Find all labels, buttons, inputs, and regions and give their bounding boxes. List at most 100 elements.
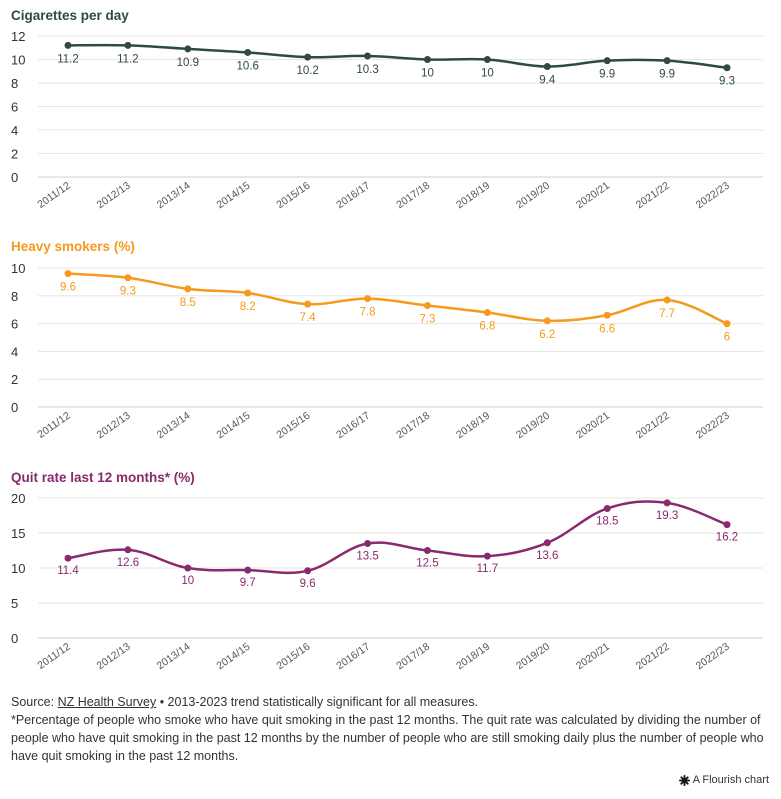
data-label: 9.6 bbox=[60, 282, 76, 294]
data-point bbox=[423, 547, 431, 554]
x-tick-label: 2013/14 bbox=[155, 410, 193, 442]
data-label: 11.4 bbox=[57, 565, 79, 577]
data-label: 9.6 bbox=[300, 578, 316, 590]
data-label: 13.6 bbox=[536, 550, 558, 562]
data-label: 12.5 bbox=[416, 558, 438, 570]
data-label: 11.7 bbox=[477, 563, 499, 575]
data-point bbox=[483, 308, 491, 316]
y-tick-label: 6 bbox=[11, 317, 18, 332]
x-tick-label: 2019/20 bbox=[514, 410, 552, 442]
flourish-label: A Flourish chart bbox=[692, 774, 769, 786]
data-point bbox=[364, 540, 372, 547]
flourish-credit[interactable]: A Flourish chart bbox=[678, 774, 769, 786]
chart-panel: Heavy smokers (%) 0 2 4 6 8 10 2011/12 2012/13 20… bbox=[11, 239, 763, 441]
y-tick-label: 2 bbox=[11, 372, 18, 387]
series-line bbox=[67, 500, 728, 575]
data-label: 11.2 bbox=[57, 53, 79, 65]
x-tick-label: 2022/23 bbox=[694, 410, 732, 442]
data-point bbox=[663, 499, 671, 507]
y-tick-label: 8 bbox=[11, 289, 18, 304]
x-tick-label: 2018/19 bbox=[454, 410, 492, 442]
x-tick-label: 2011/12 bbox=[35, 180, 72, 211]
data-point bbox=[603, 311, 611, 319]
chart-panel: Quit rate last 12 months* (%) 0 5 10 15 20 201… bbox=[11, 470, 763, 672]
data-label: 10 bbox=[181, 575, 194, 587]
data-point bbox=[64, 41, 72, 49]
data-point bbox=[124, 274, 132, 282]
y-tick-label: 2 bbox=[11, 147, 18, 162]
x-tick-label: 2012/13 bbox=[95, 410, 133, 442]
x-tick-label: 2020/21 bbox=[574, 641, 612, 673]
x-tick-label: 2018/19 bbox=[454, 180, 492, 212]
data-label: 7.4 bbox=[300, 312, 317, 324]
data-label: 9.4 bbox=[539, 75, 556, 87]
data-label: 16.2 bbox=[716, 532, 738, 544]
data-point bbox=[364, 52, 372, 60]
y-tick-label: 5 bbox=[11, 596, 18, 611]
data-point bbox=[304, 567, 312, 575]
x-tick-label: 2022/23 bbox=[694, 641, 732, 673]
y-tick-label: 10 bbox=[11, 261, 25, 276]
x-tick-label: 2011/12 bbox=[35, 410, 72, 441]
y-tick-label: 15 bbox=[11, 526, 25, 541]
data-label: 11.2 bbox=[117, 53, 139, 65]
data-point bbox=[543, 317, 551, 325]
x-tick-label: 2022/23 bbox=[694, 180, 732, 212]
data-label: 12.6 bbox=[117, 557, 139, 569]
data-point bbox=[603, 505, 611, 512]
x-tick-label: 2019/20 bbox=[514, 180, 552, 212]
y-tick-label: 12 bbox=[11, 29, 25, 44]
chart-panel: Cigarettes per day 0 2 4 6 8 10 12 2011/12 2012/1… bbox=[11, 8, 763, 211]
data-point bbox=[483, 56, 491, 63]
x-tick-label: 2021/22 bbox=[634, 410, 672, 442]
x-tick-label: 2012/13 bbox=[95, 641, 133, 673]
x-tick-label: 2021/22 bbox=[634, 641, 672, 673]
x-tick-label: 2017/18 bbox=[394, 641, 432, 673]
source-label: Source: bbox=[11, 695, 58, 709]
y-tick-label: 10 bbox=[11, 53, 25, 68]
data-label: 10.6 bbox=[237, 60, 259, 72]
data-point bbox=[663, 296, 671, 304]
data-point bbox=[124, 546, 132, 554]
source-line: Source: NZ Health Survey • 2013-2023 tre… bbox=[11, 693, 771, 711]
y-tick-label: 10 bbox=[11, 561, 25, 576]
data-label: 13.5 bbox=[356, 551, 378, 563]
data-label: 19.3 bbox=[656, 510, 678, 522]
data-point bbox=[483, 552, 491, 560]
data-point bbox=[543, 539, 551, 547]
x-tick-label: 2011/12 bbox=[35, 641, 72, 672]
x-tick-label: 2016/17 bbox=[334, 641, 372, 673]
data-point bbox=[304, 53, 312, 61]
data-label: 6 bbox=[724, 332, 730, 344]
data-point bbox=[543, 63, 551, 71]
x-tick-label: 2016/17 bbox=[334, 180, 372, 212]
y-tick-label: 20 bbox=[11, 491, 25, 506]
data-point bbox=[124, 41, 132, 49]
x-tick-label: 2013/14 bbox=[155, 180, 193, 212]
x-tick-label: 2021/22 bbox=[634, 180, 672, 212]
y-tick-label: 0 bbox=[11, 400, 18, 415]
data-label: 9.3 bbox=[120, 286, 136, 298]
y-tick-label: 4 bbox=[11, 123, 18, 138]
data-point bbox=[423, 302, 431, 310]
footnote: *Percentage of people who smoke who have… bbox=[11, 713, 764, 763]
data-point bbox=[64, 270, 72, 278]
x-tick-label: 2014/15 bbox=[214, 410, 252, 442]
x-tick-label: 2014/15 bbox=[214, 180, 252, 212]
data-point bbox=[244, 566, 252, 574]
data-label: 10.2 bbox=[296, 65, 318, 77]
chart-title: Heavy smokers (%) bbox=[11, 239, 135, 254]
data-label: 10.9 bbox=[177, 57, 199, 69]
data-point bbox=[184, 45, 192, 53]
x-tick-label: 2015/16 bbox=[274, 180, 312, 212]
data-point bbox=[244, 289, 252, 297]
data-label: 8.5 bbox=[180, 297, 196, 309]
data-point bbox=[364, 295, 372, 303]
y-tick-label: 0 bbox=[11, 631, 18, 646]
x-tick-label: 2017/18 bbox=[394, 180, 432, 212]
data-point bbox=[423, 56, 431, 63]
series-line bbox=[67, 272, 728, 325]
x-tick-label: 2013/14 bbox=[155, 641, 193, 673]
x-tick-label: 2020/21 bbox=[574, 410, 612, 442]
source-link[interactable]: NZ Health Survey bbox=[57, 695, 157, 709]
